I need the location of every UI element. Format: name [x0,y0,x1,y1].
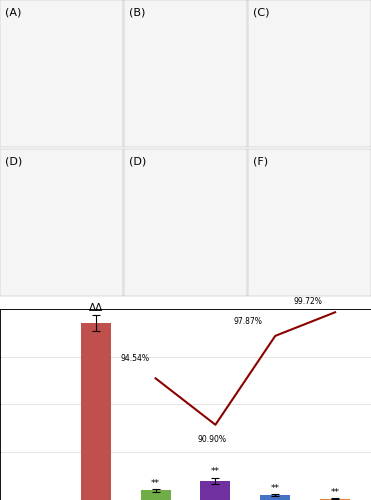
Text: **: ** [151,478,160,488]
Bar [320,498,350,500]
Text: (D): (D) [129,156,146,166]
Bar [81,323,111,500]
Text: **: ** [331,488,339,496]
Text: (C): (C) [253,8,270,18]
Bar [141,490,171,500]
Text: (D): (D) [5,156,22,166]
Text: **: ** [271,484,280,492]
Text: (F): (F) [253,156,268,166]
Text: **: ** [211,467,220,476]
Text: 90.90%: 90.90% [198,435,227,444]
Text: 94.54%: 94.54% [120,354,149,363]
Bar [260,495,290,500]
Bar [200,481,230,500]
Text: 97.87%: 97.87% [234,316,263,326]
Text: 99.72%: 99.72% [294,297,323,306]
Text: ΔΔ: ΔΔ [89,302,103,312]
Text: (B): (B) [129,8,145,18]
Text: (A): (A) [5,8,21,18]
